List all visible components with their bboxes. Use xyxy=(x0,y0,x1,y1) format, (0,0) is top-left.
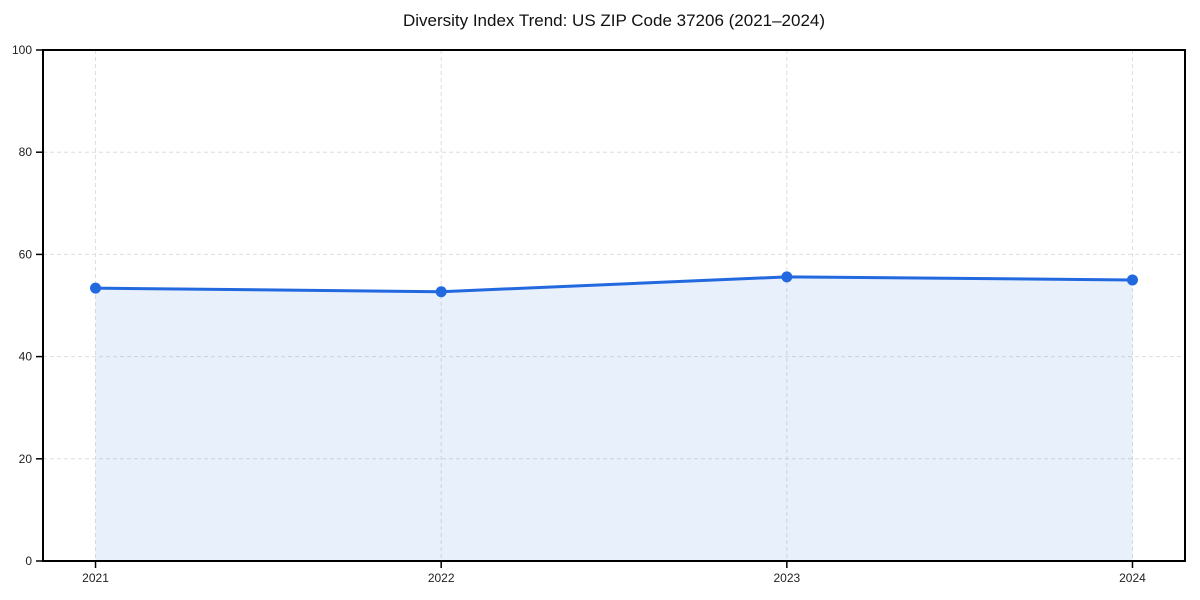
trend-line xyxy=(94,275,1134,294)
y-tick-label: 20 xyxy=(19,452,33,466)
data-point-marker xyxy=(781,271,793,283)
data-point-marker xyxy=(90,282,102,294)
data-point-marker xyxy=(1126,274,1138,286)
y-tick-label: 40 xyxy=(19,350,33,364)
y-tick-label: 0 xyxy=(25,554,32,568)
chart-title: Diversity Index Trend: US ZIP Code 37206… xyxy=(402,11,826,30)
y-tick-label: 100 xyxy=(12,43,32,57)
x-tick-label: 2023 xyxy=(773,571,800,585)
x-tick-label: 2022 xyxy=(428,571,455,585)
x-tick-label: 2021 xyxy=(82,571,109,585)
y-tick-label: 80 xyxy=(19,145,33,159)
x-tick-label: 2024 xyxy=(1119,571,1146,585)
y-tick-label: 60 xyxy=(19,247,33,261)
area-fill xyxy=(95,276,1133,561)
plot-border xyxy=(42,49,1186,562)
data-point-marker xyxy=(435,286,447,298)
